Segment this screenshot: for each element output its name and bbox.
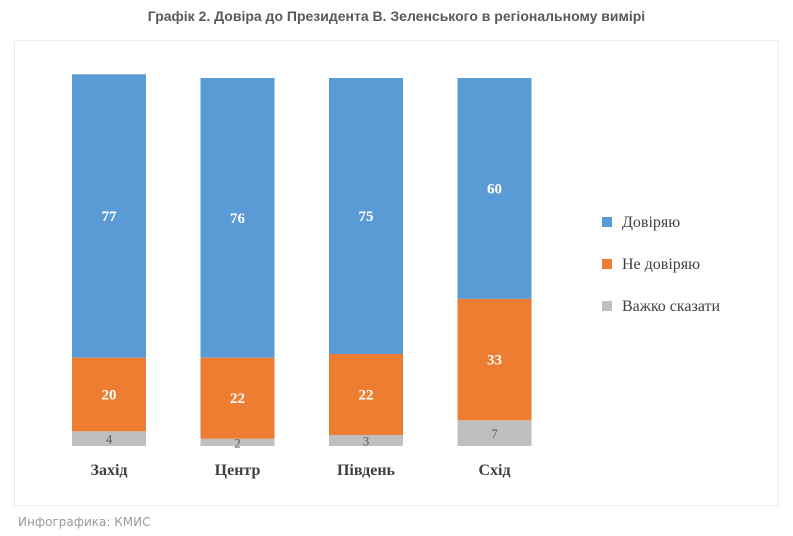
data-label-1-0: 20 xyxy=(102,387,117,403)
legend-label-0: Довіряю xyxy=(622,214,680,231)
legend-swatch-0 xyxy=(602,217,612,227)
bar-distrust-0 xyxy=(72,357,146,432)
data-label-2-0: 4 xyxy=(106,432,113,447)
infographic-credit: Инфографика: КМИС xyxy=(18,515,151,529)
bar-hard-to-say-0 xyxy=(72,431,146,446)
bar-distrust-1 xyxy=(200,357,275,439)
category-label-1: Центр xyxy=(215,462,261,479)
data-label-2-2: 3 xyxy=(363,433,370,448)
chart-frame xyxy=(14,40,779,506)
data-label-0-1: 76 xyxy=(230,211,246,227)
category-label-0: Захід xyxy=(91,462,128,479)
bar-trust-1 xyxy=(200,78,275,358)
data-label-0-0: 77 xyxy=(102,209,118,225)
bar-hard-to-say-1 xyxy=(200,438,275,446)
data-label-2-1: 2 xyxy=(234,435,241,450)
data-label-0-2: 75 xyxy=(359,209,374,225)
data-label-2-3: 7 xyxy=(491,426,498,441)
bar-trust-0 xyxy=(72,74,146,358)
category-label-2: Південь xyxy=(337,462,396,479)
legend-swatch-1 xyxy=(602,259,612,269)
data-label-1-3: 33 xyxy=(487,353,502,369)
bar-distrust-2 xyxy=(329,354,403,435)
bar-distrust-3 xyxy=(457,298,532,421)
legend-swatch-2 xyxy=(602,301,612,311)
category-label-3: Схід xyxy=(478,462,510,479)
bar-trust-3 xyxy=(457,78,532,299)
bar-hard-to-say-3 xyxy=(457,420,532,446)
data-label-1-2: 22 xyxy=(359,387,374,403)
data-label-0-3: 60 xyxy=(487,181,502,197)
data-label-1-1: 22 xyxy=(230,391,245,407)
bar-trust-2 xyxy=(329,78,403,354)
legend-label-1: Не довіряю xyxy=(622,256,700,273)
bar-hard-to-say-2 xyxy=(329,434,403,446)
legend-label-2: Важко сказати xyxy=(622,298,721,315)
chart-title: Графік 2. Довіра до Президента В. Зеленс… xyxy=(147,8,646,24)
